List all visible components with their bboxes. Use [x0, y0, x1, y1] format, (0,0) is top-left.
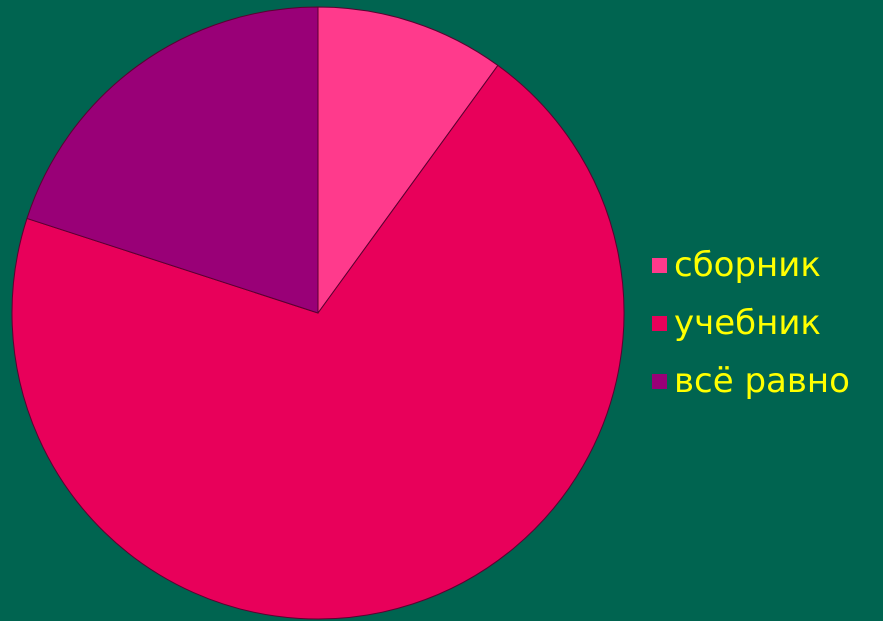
legend-item-vsyo-ravno: всё равно: [652, 352, 880, 410]
pie-chart: [11, 6, 625, 620]
legend-item-sbornik: сборник: [652, 236, 880, 294]
legend-swatch: [652, 257, 667, 273]
pie-slice-2: [26, 6, 319, 314]
legend-label: всё равно: [674, 361, 850, 401]
legend: сборник учебник всё равно: [652, 236, 880, 410]
legend-label: учебник: [674, 303, 821, 343]
legend-swatch: [652, 373, 667, 389]
legend-swatch: [652, 315, 667, 331]
legend-label: сборник: [674, 245, 821, 285]
pie-slice-1: [11, 64, 625, 620]
pie-slice-0: [317, 6, 499, 315]
legend-item-uchebnik: учебник: [652, 294, 880, 352]
